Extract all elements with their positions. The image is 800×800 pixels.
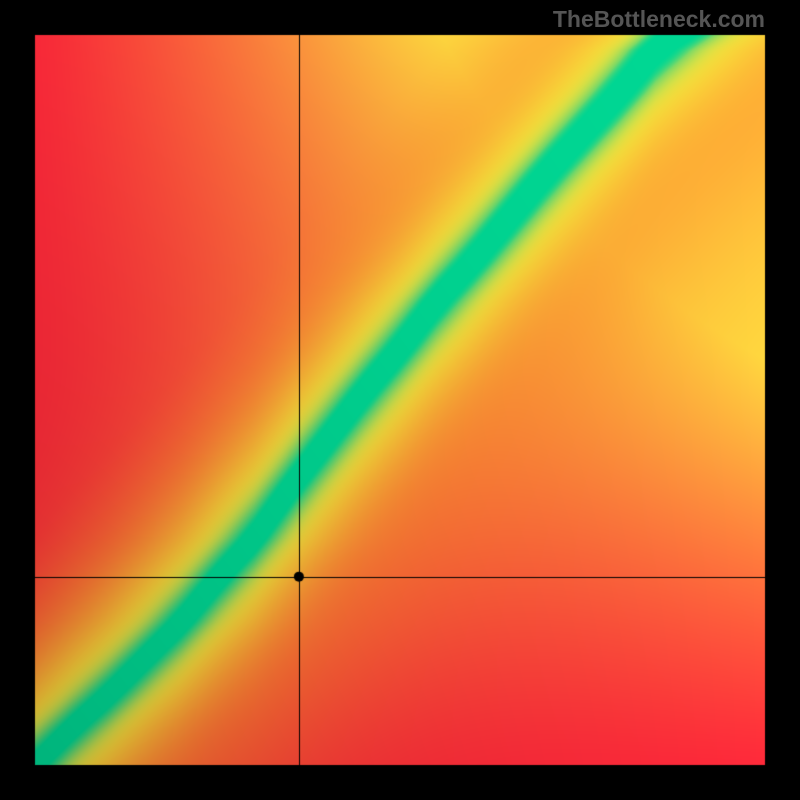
bottleneck-heatmap	[0, 0, 800, 800]
watermark-text: TheBottleneck.com	[553, 6, 765, 33]
figure-container: TheBottleneck.com	[0, 0, 800, 800]
